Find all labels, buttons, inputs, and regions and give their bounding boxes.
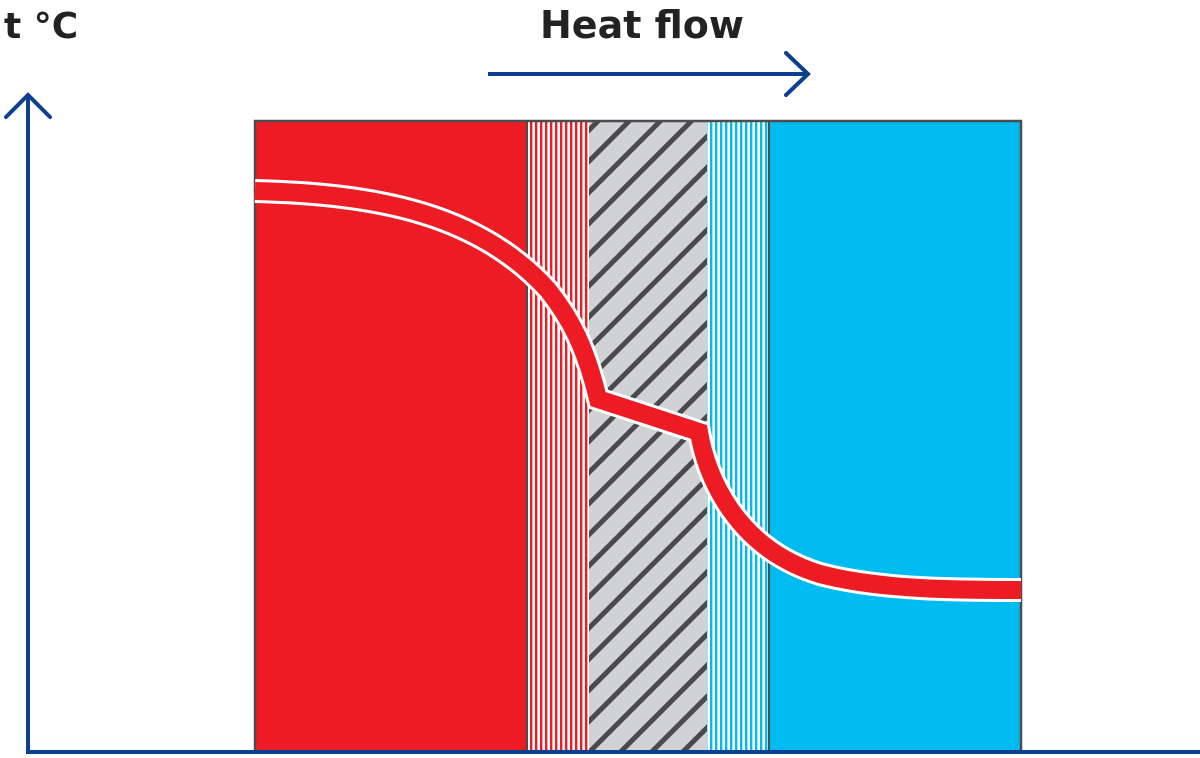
arrow-right-icon <box>784 51 811 97</box>
blue-transition-layer <box>707 121 769 752</box>
temperature-curve <box>254 182 1022 599</box>
red-transition-layer <box>527 121 589 752</box>
cold-zone-layer <box>769 121 1021 752</box>
y-axis-label: t °C <box>4 6 78 47</box>
arrow-up-icon <box>4 92 52 119</box>
heat-flow-label: Heat flow <box>540 3 744 47</box>
